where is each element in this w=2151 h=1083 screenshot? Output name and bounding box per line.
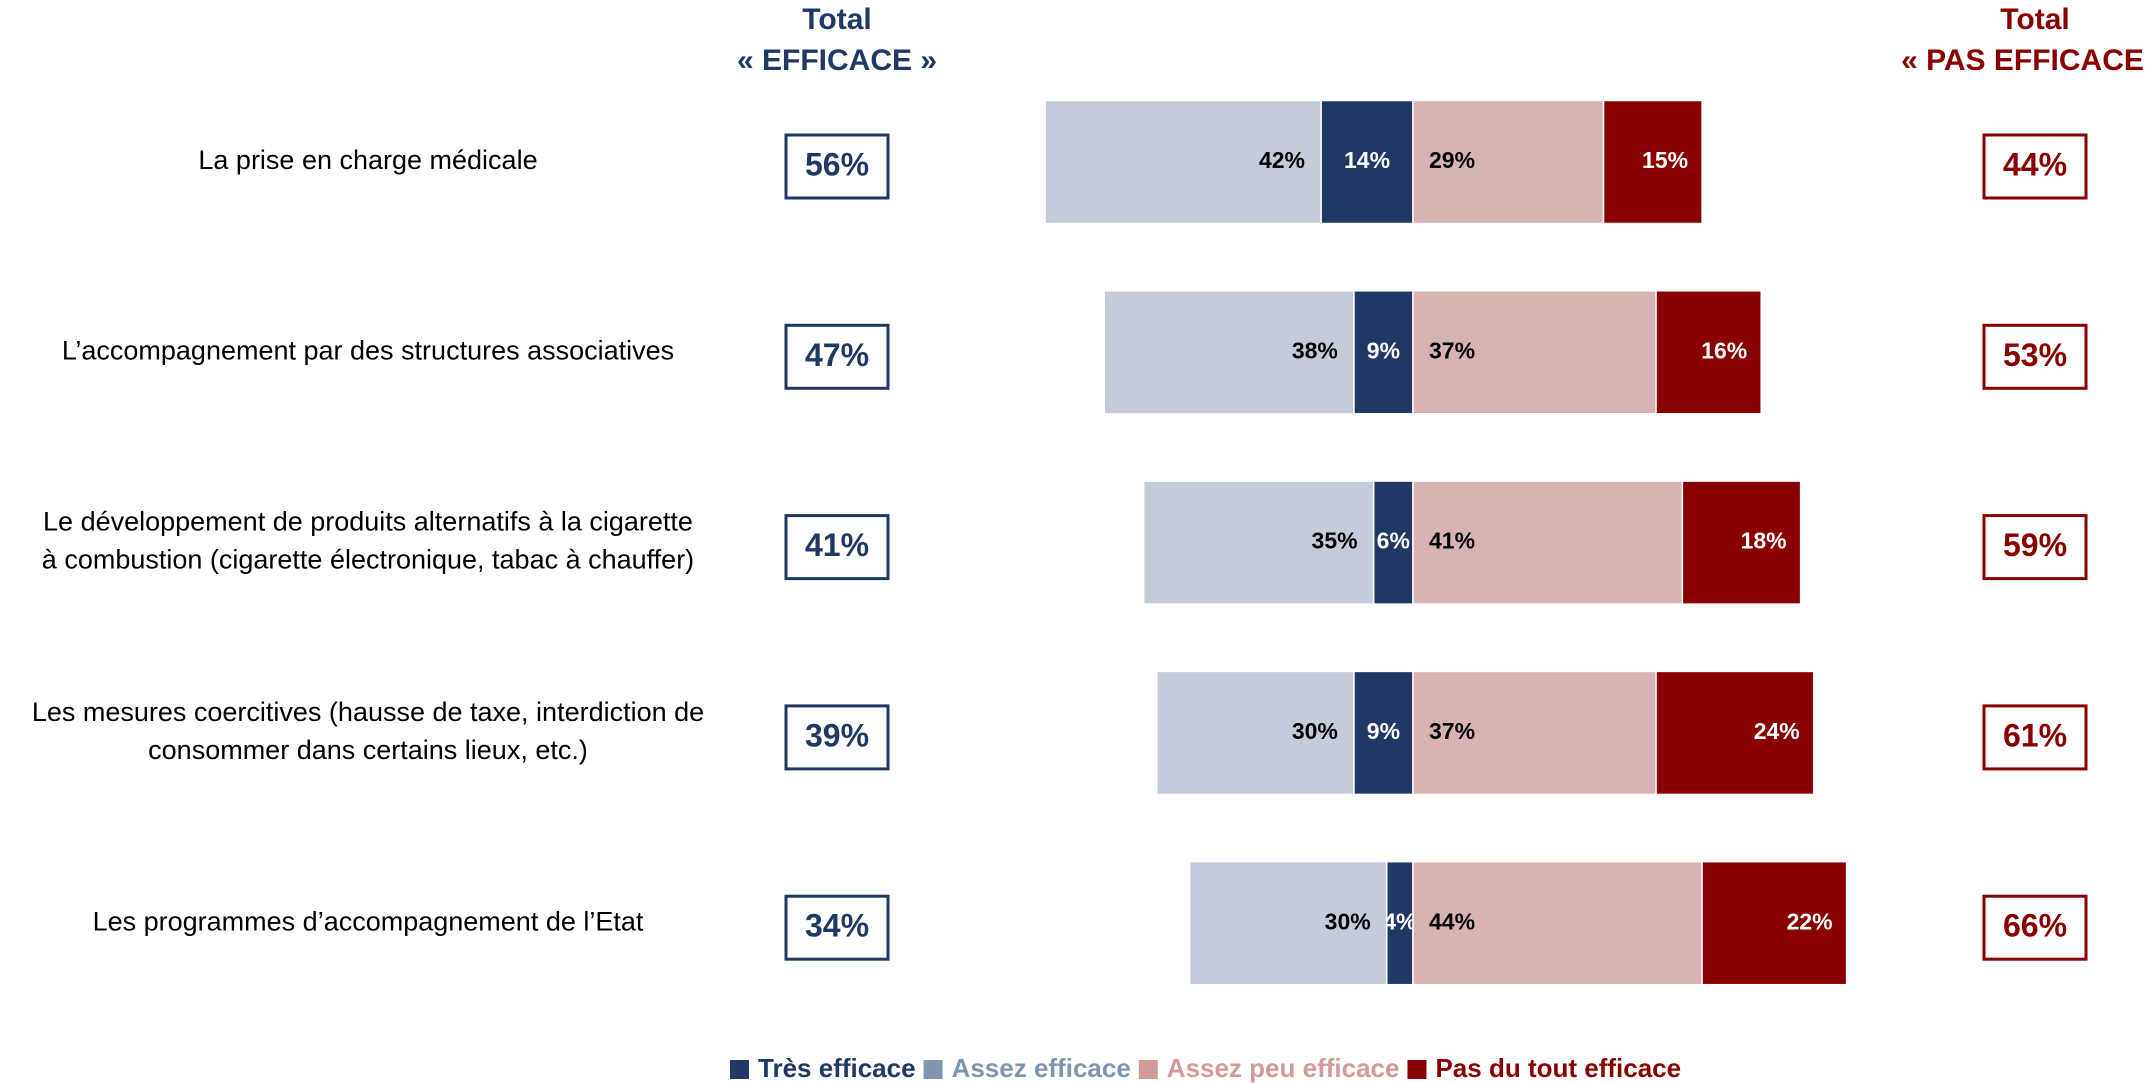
total-box [1982, 323, 2088, 390]
bar-segment [1156, 670, 1355, 796]
bar-segment [1372, 480, 1414, 605]
legend-swatch [1138, 1060, 1158, 1079]
total-header: Total [2000, 3, 2069, 36]
category-label: Les programmes d’accompagnement de l’Eta… [93, 906, 644, 936]
value-label: 9% [1367, 718, 1400, 744]
bar-segment [1412, 670, 1657, 796]
value-label: 30% [1292, 718, 1338, 744]
bar-segment [1385, 860, 1414, 986]
bar-segment [1044, 99, 1322, 225]
legend-swatch [1407, 1060, 1427, 1079]
bar-segment [1188, 860, 1388, 986]
total-box [1982, 514, 2088, 581]
value-label: 22% [1787, 908, 1833, 934]
total-header: Total [802, 3, 871, 36]
value-label: 44% [1429, 908, 1475, 934]
total-box [1982, 894, 2088, 961]
bar-segment [1602, 99, 1703, 225]
bar-segment [1353, 670, 1414, 796]
value-label: 18% [1741, 528, 1787, 554]
category-label: Le développement de produits alternatifs… [43, 507, 693, 537]
value-label: 41% [1429, 528, 1475, 554]
category-label: Les mesures coercitives (hausse de taxe,… [32, 697, 704, 727]
value-label: 42% [1259, 147, 1305, 173]
legend-swatch [730, 1060, 749, 1079]
value-label: 37% [1429, 718, 1475, 744]
total-value: 39% [805, 717, 869, 753]
total-value: 53% [2003, 337, 2067, 373]
value-label: 15% [1642, 147, 1688, 173]
bar-segment [1655, 290, 1762, 415]
bar-segment [1701, 860, 1848, 986]
value-label: 14% [1344, 147, 1390, 173]
value-label: 30% [1325, 908, 1371, 934]
value-label: 29% [1429, 147, 1475, 173]
total-value: 59% [2003, 527, 2067, 563]
bar-segment [1412, 290, 1657, 415]
bar-segment [1412, 480, 1684, 605]
total-value: 66% [2003, 908, 2067, 944]
total-value: 41% [805, 527, 869, 563]
bar-segment [1353, 290, 1414, 415]
value-label: 6% [1377, 528, 1410, 554]
category-label: La prise en charge médicale [198, 145, 537, 175]
category-label: L’accompagnement par des structures asso… [62, 335, 674, 365]
value-label: 16% [1701, 337, 1747, 363]
legend-swatch [923, 1060, 943, 1079]
total-box [784, 133, 890, 200]
total-header: « EFFICACE » [737, 44, 937, 77]
bar-segment [1655, 670, 1815, 796]
legend-label: Assez efficace [952, 1053, 1131, 1083]
bar-segment [1142, 480, 1375, 605]
total-box [1982, 704, 2088, 771]
total-value: 47% [805, 337, 869, 373]
total-box [784, 894, 890, 961]
value-label: 24% [1754, 718, 1800, 744]
value-label: 35% [1312, 528, 1358, 554]
category-label: consommer dans certains lieux, etc.) [148, 735, 588, 765]
total-value: 44% [2003, 146, 2067, 182]
total-box [784, 514, 890, 581]
bar-segment [1412, 99, 1605, 225]
value-label: 4% [1383, 908, 1416, 934]
total-box [784, 704, 890, 771]
legend-label: Assez peu efficace [1167, 1053, 1400, 1083]
value-label: 9% [1367, 337, 1400, 363]
bar-segment [1103, 290, 1355, 415]
value-label: 37% [1429, 337, 1475, 363]
legend-label: Très efficace [758, 1053, 916, 1083]
category-label: à combustion (cigarette électronique, ta… [42, 545, 694, 575]
value-label: 38% [1292, 337, 1338, 363]
legend-label: Pas du tout efficace [1435, 1053, 1681, 1083]
total-box [784, 323, 890, 390]
total-value: 34% [805, 908, 869, 944]
bar-segment [1681, 480, 1802, 605]
total-header: « PAS EFFICACE » [1901, 44, 2151, 77]
total-box [1982, 133, 2088, 200]
total-value: 61% [2003, 717, 2067, 753]
bar-segment [1320, 99, 1414, 225]
bar-segment [1412, 860, 1703, 986]
total-value: 56% [805, 146, 869, 182]
